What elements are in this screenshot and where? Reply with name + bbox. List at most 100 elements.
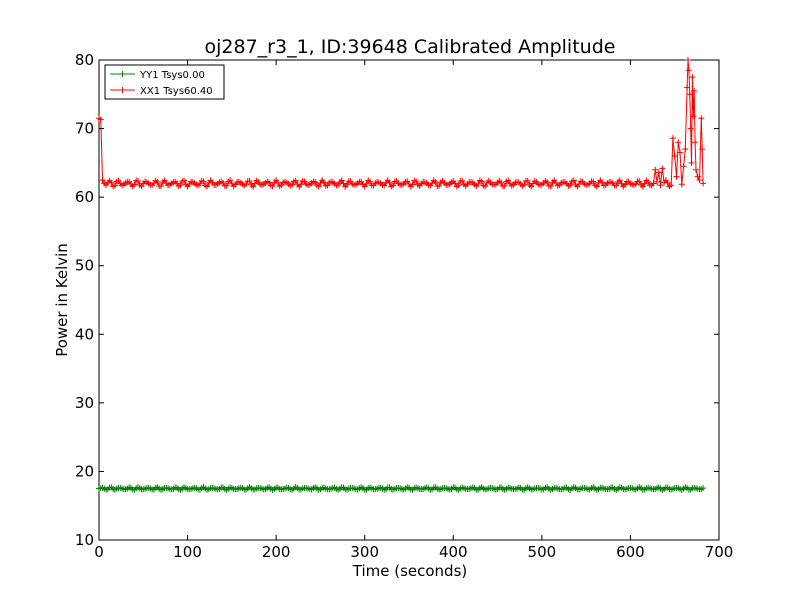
data-point — [181, 177, 188, 184]
data-point — [246, 177, 253, 184]
data-point — [524, 177, 531, 184]
data-point — [204, 183, 211, 190]
data-point — [297, 181, 304, 188]
data-point — [390, 182, 397, 189]
data-point — [177, 182, 184, 189]
data-point — [692, 139, 699, 146]
data-point — [452, 180, 459, 187]
data-point — [338, 177, 345, 184]
data-point — [599, 179, 606, 186]
data-point — [692, 166, 699, 173]
data-point — [682, 146, 689, 153]
data-point — [685, 67, 692, 74]
y-axis-label: Power in Kelvin — [53, 243, 71, 357]
data-point — [250, 183, 257, 190]
data-point — [636, 178, 643, 185]
data-point — [645, 178, 652, 185]
data-point — [478, 178, 485, 185]
x-tick-label: 0 — [94, 543, 104, 561]
data-point — [689, 74, 696, 81]
data-point — [154, 179, 161, 186]
plot-frame — [98, 59, 720, 541]
data-point — [432, 179, 439, 186]
x-tick-label: 100 — [173, 543, 202, 561]
x-axis-ticks: 0 100 200 300 400 500 600 700 — [94, 60, 733, 561]
data-point — [671, 153, 678, 159]
data-point — [274, 180, 281, 187]
data-point — [590, 178, 597, 185]
data-point — [650, 180, 657, 187]
data-point — [498, 179, 505, 186]
y-tick-label: 60 — [75, 188, 94, 206]
x-axis-label: Time (seconds) — [352, 562, 468, 580]
data-point — [475, 180, 482, 187]
data-point — [227, 177, 234, 184]
legend: YY1 Tsys0.00 XX1 Tsys60.40 — [104, 64, 225, 100]
x-tick-label: 400 — [439, 543, 468, 561]
data-point — [363, 180, 370, 187]
data-point — [505, 177, 512, 184]
data-point — [436, 182, 443, 189]
data-point — [694, 173, 701, 180]
data-point — [616, 177, 623, 184]
data-point — [639, 183, 646, 190]
data-point — [97, 116, 104, 123]
data-point — [243, 181, 250, 188]
data-point — [344, 181, 350, 188]
data-point — [340, 180, 347, 187]
data-point — [544, 179, 551, 186]
data-point — [657, 182, 664, 189]
data-point — [111, 182, 118, 189]
legend-marker — [119, 71, 126, 77]
y-tick-label: 80 — [75, 51, 94, 69]
data-point — [386, 179, 393, 186]
data-point — [528, 183, 535, 190]
data-point — [521, 181, 528, 188]
data-point — [320, 179, 327, 186]
data-point — [677, 149, 684, 156]
y-tick-label: 50 — [75, 257, 94, 275]
data-point — [131, 181, 138, 188]
data-point — [700, 180, 707, 187]
data-point — [688, 159, 695, 166]
data-point — [700, 485, 707, 492]
x-tick-label: 700 — [705, 543, 734, 561]
data-point — [315, 183, 322, 190]
data-point — [641, 180, 648, 187]
data-point — [108, 179, 115, 186]
data-point — [593, 183, 600, 190]
data-point — [664, 179, 671, 186]
y-tick-label: 70 — [75, 120, 94, 138]
data-point — [659, 165, 666, 172]
series-xx1 — [96, 57, 707, 190]
data-point — [455, 182, 462, 189]
data-point — [289, 181, 296, 188]
legend-label: YY1 Tsys0.00 — [139, 70, 205, 81]
data-point — [668, 182, 675, 189]
data-point — [413, 178, 420, 185]
data-point — [134, 177, 141, 184]
data-point — [158, 183, 164, 190]
data-point — [266, 179, 273, 186]
chart-title: oj287_r3_1, ID:39648 Calibrated Amplitud… — [205, 36, 616, 58]
data-point — [698, 115, 705, 122]
x-tick-label: 500 — [528, 543, 557, 561]
data-point — [200, 178, 207, 185]
legend-frame — [104, 64, 225, 100]
data-point — [622, 181, 629, 188]
data-point — [685, 57, 691, 63]
data-point — [367, 178, 374, 185]
data-point — [459, 177, 466, 184]
y-tick-label: 20 — [75, 462, 94, 480]
data-point — [669, 135, 676, 142]
data-point — [335, 182, 342, 189]
data-point — [570, 177, 577, 184]
data-point — [269, 183, 276, 190]
data-point — [696, 177, 703, 183]
y-tick-label: 30 — [75, 394, 94, 412]
series-layer — [96, 57, 707, 493]
data-point — [691, 87, 698, 94]
data-point — [675, 139, 682, 146]
data-point — [673, 173, 680, 180]
